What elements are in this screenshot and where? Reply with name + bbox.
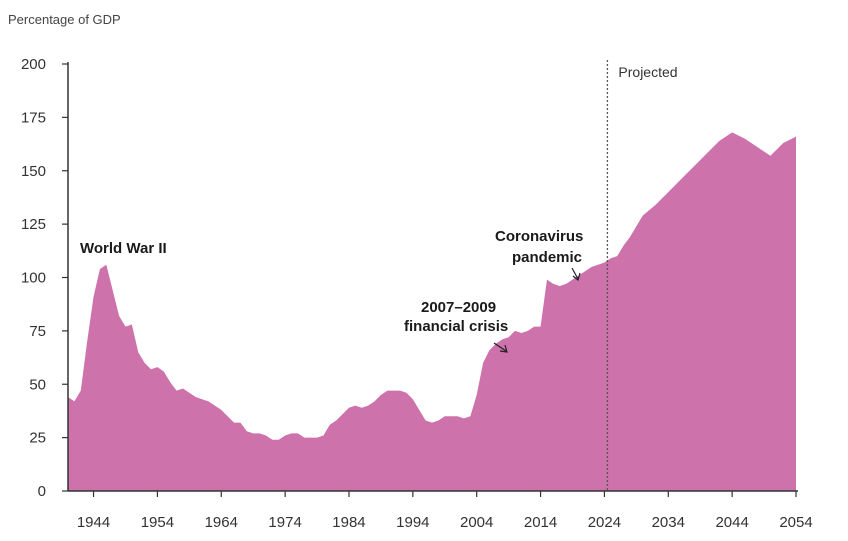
x-tick-label: 1994: [396, 514, 429, 531]
annotation-financial-crisis: financial crisis: [404, 318, 508, 335]
pandemic-arrow: [571, 267, 579, 280]
y-tick-label: 75: [29, 323, 46, 340]
x-tick-label: 2024: [588, 514, 621, 531]
y-tick-label: 25: [29, 430, 46, 447]
x-tick-label: 1964: [205, 514, 238, 531]
y-tick-label: 50: [29, 376, 46, 393]
axis-layer: [67, 62, 798, 492]
x-tick-label: 2004: [460, 514, 493, 531]
y-tick-layer: 0 25 50 75 100 125 150 175 200: [21, 56, 68, 500]
annotation-coronavirus: Coronavirus: [495, 228, 583, 245]
x-tick-label: 2014: [524, 514, 557, 531]
financial-crisis-arrowhead: [499, 344, 508, 353]
x-tick-label: 1944: [77, 514, 110, 531]
y-axis-title: Percentage of GDP: [8, 12, 121, 27]
area-layer: [68, 132, 796, 491]
y-tick-label: 100: [21, 270, 46, 287]
debt-area: [68, 132, 796, 491]
annotation-pandemic: pandemic: [512, 249, 582, 266]
y-tick-label: 0: [38, 483, 46, 500]
x-tick-label: 1984: [332, 514, 365, 531]
annotation-layer: World War II 2007–2009 financial crisis Cor…: [80, 228, 583, 353]
y-tick-label: 125: [21, 216, 46, 233]
projection-layer: Projected: [606, 60, 678, 491]
x-tick-label: 1954: [141, 514, 174, 531]
x-tick-label: 1974: [268, 514, 301, 531]
annotation-financial-crisis-years: 2007–2009: [421, 299, 496, 316]
pandemic-arrowhead: [572, 272, 581, 282]
y-tick-label: 200: [21, 56, 46, 73]
y-tick-label: 150: [21, 163, 46, 180]
x-tick-label: 2054: [779, 514, 812, 531]
annotation-wwii: World War II: [80, 240, 167, 257]
financial-crisis-arrow: [493, 342, 507, 352]
x-tick-label: 2034: [652, 514, 685, 531]
x-tick-label: 2044: [715, 514, 748, 531]
x-tick-layer: 1944 1954 1964 1974 1984 1994 2004 2014 2024 2034…: [77, 491, 813, 531]
projected-label: Projected: [618, 64, 677, 80]
y-tick-label: 175: [21, 109, 46, 126]
